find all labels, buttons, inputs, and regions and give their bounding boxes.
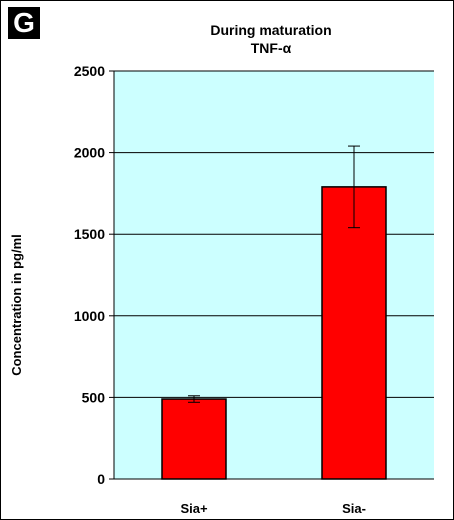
- y-tick-label: 1000: [74, 308, 105, 324]
- bar-1: [321, 186, 387, 480]
- y-tick-label: 500: [82, 389, 106, 405]
- y-tick-label: 2500: [74, 63, 105, 79]
- y-tick-label: 0: [97, 471, 105, 487]
- panel-label: G: [8, 7, 40, 39]
- error-bars: [188, 145, 360, 403]
- chart-subtitle: TNF-α: [251, 40, 292, 56]
- x-axis-categories: Sia+ Sia-: [180, 501, 365, 516]
- y-axis-label: Concentration in pg/ml: [9, 234, 24, 376]
- y-axis-ticks: 0 500 1000 1500 2000 2500: [74, 63, 114, 487]
- chart-title: During maturation: [210, 22, 331, 38]
- category-label: Sia-: [342, 501, 366, 516]
- y-tick-label: 1500: [74, 226, 105, 242]
- category-label: Sia+: [180, 501, 208, 516]
- bar-0: [161, 398, 227, 480]
- y-tick-label: 2000: [74, 145, 105, 161]
